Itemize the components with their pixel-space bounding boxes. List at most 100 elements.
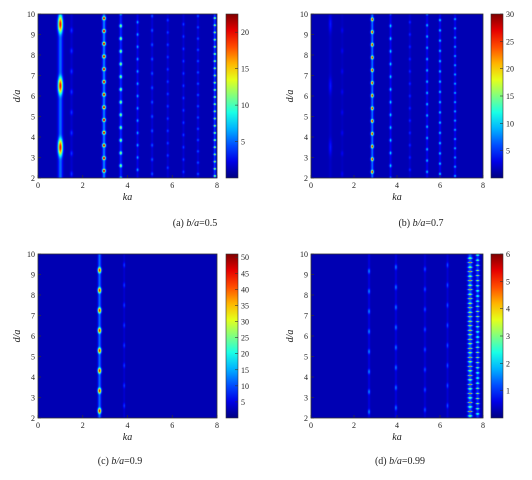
y-tick-label: 3 <box>31 154 35 163</box>
y-tick-label: 6 <box>31 92 35 101</box>
y-tick-label: 6 <box>304 92 308 101</box>
x-tick-label: 8 <box>215 421 219 430</box>
y-tick-label: 3 <box>304 154 308 163</box>
y-tick-label: 8 <box>31 51 35 60</box>
colorbar-tick-label: 2 <box>506 359 510 368</box>
y-tick-label: 8 <box>304 51 308 60</box>
y-tick-label: 5 <box>31 353 35 362</box>
caption-value: =0.99 <box>402 456 425 467</box>
y-tick-label: 2 <box>304 174 308 183</box>
y-tick-label: 5 <box>304 353 308 362</box>
y-axis-label: d/a <box>285 90 296 103</box>
colorbar-tick-label: 15 <box>506 92 514 101</box>
caption-prefix: (d) <box>375 456 389 467</box>
y-tick-label: 5 <box>304 113 308 122</box>
colorbar-tick-label: 30 <box>506 10 514 19</box>
x-tick-label: 2 <box>81 181 85 190</box>
colorbar-tick-label: 25 <box>506 37 514 46</box>
colorbar-tick-label: 5 <box>506 277 510 286</box>
caption-variable: b/a <box>413 218 426 229</box>
caption-variable: b/a <box>186 218 199 229</box>
y-axis-label: d/a <box>285 330 296 343</box>
x-axis-label: ka <box>392 432 401 443</box>
x-tick-label: 4 <box>126 181 130 190</box>
colorbar-tick-label: 5 <box>241 138 245 147</box>
y-tick-label: 9 <box>31 31 35 40</box>
y-axis-label: d/a <box>12 90 23 103</box>
caption-value: =0.7 <box>425 218 443 229</box>
x-axis-label: ka <box>123 432 132 443</box>
x-tick-label: 0 <box>309 181 313 190</box>
heatmap-image <box>38 14 217 178</box>
x-tick-label: 4 <box>395 181 399 190</box>
colorbar-tick-label: 4 <box>506 305 510 314</box>
colorbar-tick-label: 1 <box>506 387 510 396</box>
colorbar <box>225 253 239 419</box>
colorbar-tick-label: 35 <box>241 301 249 310</box>
colorbar-tick-label: 10 <box>241 382 249 391</box>
colorbar <box>225 13 239 179</box>
y-tick-label: 7 <box>31 312 35 321</box>
y-tick-label: 10 <box>27 10 35 19</box>
y-tick-label: 4 <box>304 133 308 142</box>
x-tick-label: 6 <box>438 421 442 430</box>
caption-prefix: (b) <box>398 218 412 229</box>
panel-caption: (c) b/a=0.9 <box>98 456 143 467</box>
y-tick-label: 9 <box>304 271 308 280</box>
y-tick-label: 8 <box>31 291 35 300</box>
colorbar-tick-label: 20 <box>241 28 249 37</box>
y-tick-label: 3 <box>304 394 308 403</box>
x-tick-label: 2 <box>81 421 85 430</box>
y-tick-label: 4 <box>304 373 308 382</box>
colorbar-tick-label: 6 <box>506 250 510 259</box>
x-tick-label: 2 <box>352 421 356 430</box>
colorbar-tick-label: 5 <box>241 398 245 407</box>
y-tick-label: 3 <box>31 394 35 403</box>
y-tick-label: 2 <box>31 414 35 423</box>
y-tick-label: 10 <box>300 250 308 259</box>
y-tick-label: 9 <box>31 271 35 280</box>
x-tick-label: 4 <box>126 421 130 430</box>
caption-variable: b/a <box>111 456 124 467</box>
y-tick-label: 6 <box>304 332 308 341</box>
x-tick-label: 6 <box>170 181 174 190</box>
x-tick-label: 8 <box>481 421 485 430</box>
colorbar-tick-label: 15 <box>241 65 249 74</box>
colorbar-tick-label: 5 <box>506 147 510 156</box>
y-tick-label: 7 <box>304 312 308 321</box>
y-tick-label: 4 <box>31 133 35 142</box>
caption-prefix: (c) <box>98 456 112 467</box>
x-tick-label: 6 <box>170 421 174 430</box>
caption-variable: b/a <box>389 456 402 467</box>
y-tick-label: 5 <box>31 113 35 122</box>
x-tick-label: 2 <box>352 181 356 190</box>
x-axis-label: ka <box>123 192 132 203</box>
y-tick-label: 2 <box>31 174 35 183</box>
colorbar-tick-label: 25 <box>241 334 249 343</box>
x-tick-label: 8 <box>215 181 219 190</box>
heatmap-image <box>38 254 217 418</box>
x-tick-label: 8 <box>481 181 485 190</box>
caption-value: =0.9 <box>124 456 142 467</box>
y-tick-label: 10 <box>300 10 308 19</box>
y-tick-label: 10 <box>27 250 35 259</box>
x-tick-label: 0 <box>36 421 40 430</box>
panel-caption: (a) b/a=0.5 <box>173 218 218 229</box>
heatmap-image <box>311 14 483 178</box>
panel-caption: (d) b/a=0.99 <box>375 456 425 467</box>
caption-value: =0.5 <box>199 218 217 229</box>
y-axis-label: d/a <box>12 330 23 343</box>
x-tick-label: 0 <box>36 181 40 190</box>
y-tick-label: 9 <box>304 31 308 40</box>
colorbar-tick-label: 20 <box>506 65 514 74</box>
colorbar-tick-label: 40 <box>241 285 249 294</box>
y-tick-label: 2 <box>304 414 308 423</box>
y-tick-label: 7 <box>31 72 35 81</box>
caption-prefix: (a) <box>173 218 187 229</box>
colorbar-tick-label: 30 <box>241 318 249 327</box>
